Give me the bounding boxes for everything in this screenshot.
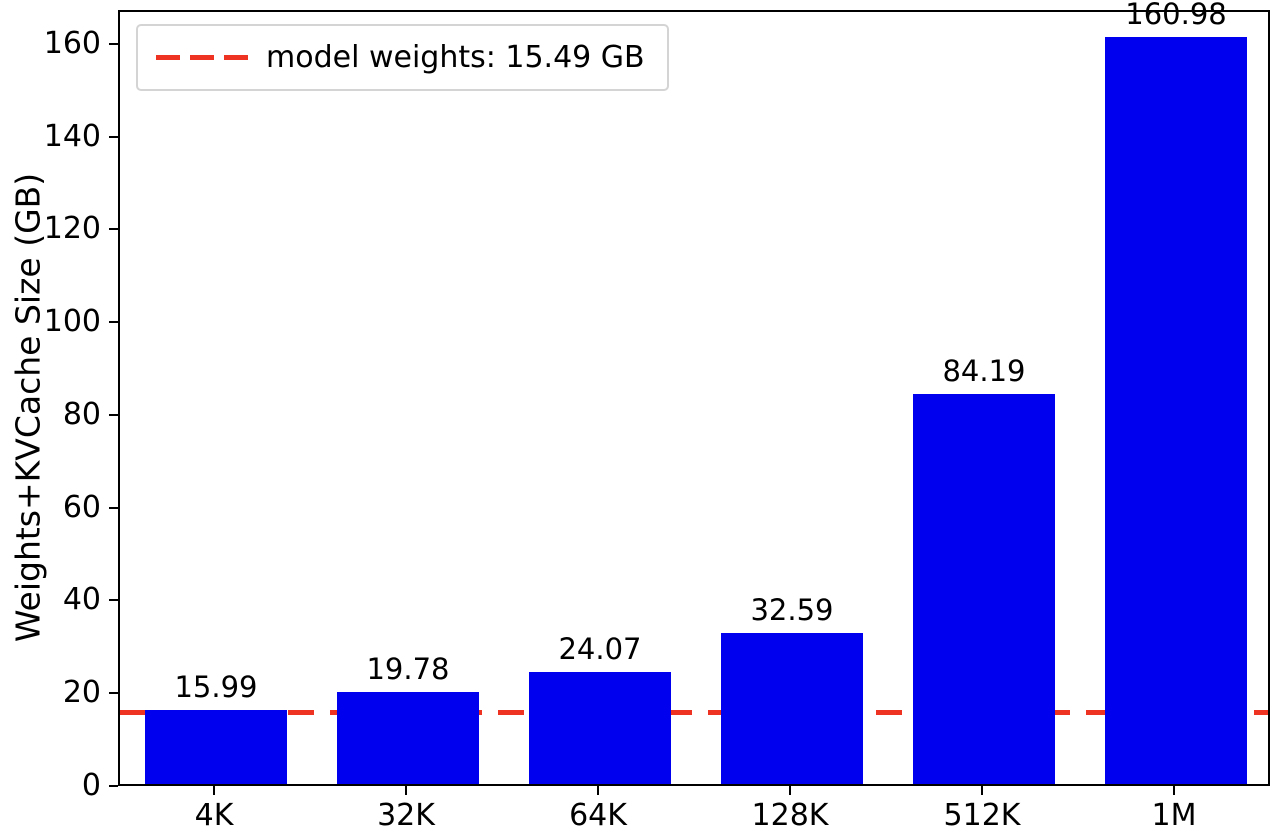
x-tick-label: 64K (569, 798, 627, 833)
x-tick-mark (981, 786, 983, 795)
y-tick-label: 20 (62, 675, 101, 711)
bar (913, 393, 1055, 784)
legend-dashed-line-icon (156, 55, 248, 60)
x-tick-mark (1173, 786, 1175, 795)
y-tick-mark (109, 785, 118, 787)
y-tick-label: 80 (62, 396, 101, 432)
y-tick-mark (109, 42, 118, 45)
x-tick-label: 1M (1151, 798, 1197, 833)
x-tick-mark (405, 786, 407, 795)
y-tick-label: 0 (81, 768, 101, 803)
y-tick-mark (109, 506, 118, 509)
x-tick-mark (789, 786, 791, 795)
y-tick-label: 140 (43, 118, 101, 154)
y-tick-mark (109, 599, 118, 602)
bar-value-label: 84.19 (942, 353, 1026, 388)
legend: model weights: 15.49 GB (136, 24, 669, 91)
bar-value-label: 32.59 (750, 592, 834, 627)
bar (721, 632, 863, 784)
x-tick-label: 4K (194, 798, 234, 833)
bar-value-label: 160.98 (1125, 0, 1227, 32)
y-tick-label: 100 (43, 304, 101, 340)
threshold-line (120, 709, 1268, 715)
x-tick-label: 128K (751, 798, 829, 833)
y-tick-label: 40 (62, 582, 101, 618)
bar (145, 709, 287, 784)
bar (337, 692, 479, 784)
y-tick-mark (109, 413, 118, 416)
bar-value-label: 15.99 (174, 669, 258, 704)
y-tick-label: 120 (43, 211, 101, 247)
y-tick-label: 160 (43, 25, 101, 61)
x-tick-mark (213, 786, 215, 795)
bar (529, 672, 671, 784)
bar-value-label: 19.78 (366, 652, 450, 687)
x-tick-label: 32K (377, 798, 435, 833)
y-tick-label: 60 (62, 489, 101, 525)
y-tick-mark (109, 228, 118, 231)
y-tick-mark (109, 321, 118, 324)
bar (1105, 37, 1247, 784)
plot-area: model weights: 15.49 GB 15.99 19.78 24.07 3… (118, 0, 1270, 786)
legend-label: model weights: 15.49 GB (266, 40, 645, 75)
x-tick-label: 512K (943, 798, 1021, 833)
y-tick-mark (109, 692, 118, 695)
x-tick-mark (597, 786, 599, 795)
y-tick-mark (109, 135, 118, 138)
bar-value-label: 24.07 (558, 632, 642, 667)
